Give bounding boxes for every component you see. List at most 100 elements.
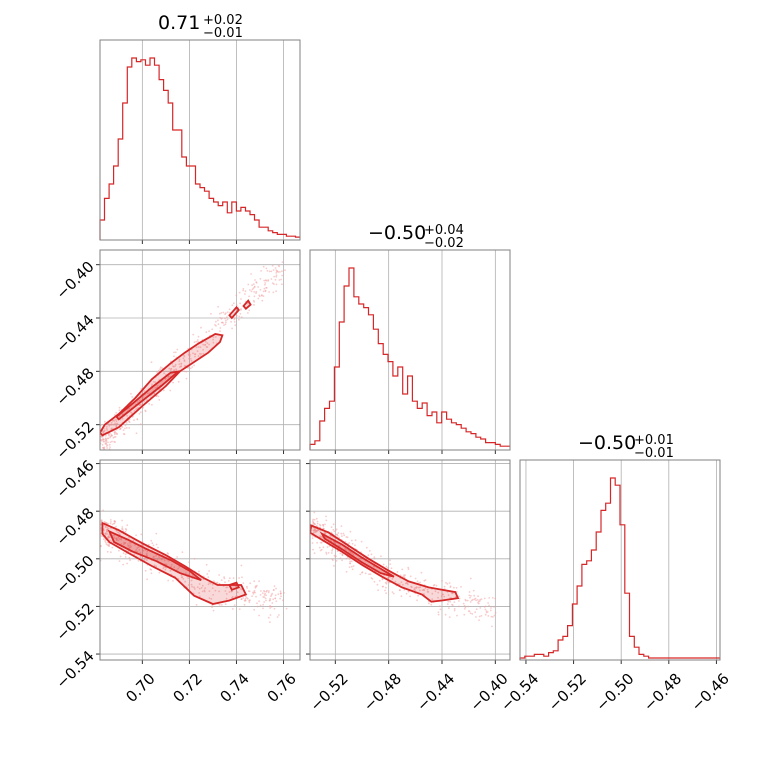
scatter-point bbox=[419, 589, 421, 592]
scatter-point bbox=[118, 549, 120, 552]
scatter-point bbox=[337, 532, 340, 534]
scatter-point bbox=[148, 403, 151, 405]
scatter-point bbox=[212, 338, 215, 341]
scatter-point bbox=[177, 380, 180, 383]
scatter-point bbox=[109, 435, 112, 438]
scatter-point bbox=[426, 591, 429, 593]
scatter-point bbox=[118, 406, 121, 409]
scatter-point bbox=[402, 583, 404, 586]
scatter-point bbox=[464, 598, 467, 601]
scatter-point bbox=[142, 406, 145, 409]
scatter-point bbox=[435, 584, 438, 587]
scatter-point bbox=[313, 511, 316, 514]
scatter-point bbox=[114, 441, 116, 443]
scatter-point bbox=[382, 563, 385, 566]
scatter-point bbox=[264, 592, 266, 595]
scatter-point bbox=[208, 597, 211, 599]
scatter-point bbox=[110, 422, 113, 424]
scatter-point bbox=[127, 545, 130, 547]
scatter-point bbox=[242, 289, 245, 292]
scatter-point bbox=[198, 587, 201, 590]
scatter-point bbox=[251, 595, 254, 597]
scatter-point bbox=[241, 576, 243, 579]
scatter-point bbox=[491, 597, 494, 599]
scatter-point bbox=[276, 616, 279, 618]
scatter-point bbox=[225, 319, 227, 322]
scatter-point bbox=[376, 583, 379, 586]
scatter-point bbox=[480, 598, 483, 600]
scatter-point bbox=[125, 422, 128, 424]
scatter-point bbox=[211, 583, 214, 586]
scatter-point bbox=[272, 291, 275, 294]
scatter-point bbox=[170, 565, 173, 568]
scatter-point bbox=[200, 353, 203, 355]
scatter-point bbox=[225, 593, 228, 595]
scatter-point bbox=[426, 588, 429, 591]
scatter-point bbox=[247, 312, 249, 314]
scatter-point bbox=[316, 541, 318, 544]
scatter-point bbox=[167, 560, 170, 562]
scatter-point bbox=[244, 595, 247, 598]
scatter-point bbox=[332, 528, 335, 531]
scatter-point bbox=[312, 529, 315, 532]
scatter-point bbox=[407, 568, 410, 570]
scatter-point bbox=[197, 335, 200, 338]
scatter-point bbox=[108, 448, 111, 450]
scatter-point bbox=[322, 546, 325, 549]
scatter-point bbox=[176, 556, 179, 558]
scatter-point bbox=[278, 614, 280, 616]
scatter-point bbox=[226, 316, 228, 319]
scatter-point bbox=[204, 344, 206, 346]
scatter-point bbox=[102, 524, 105, 527]
scatter-point bbox=[333, 530, 336, 533]
scatter-point bbox=[128, 427, 131, 429]
scatter-point bbox=[231, 596, 234, 598]
scatter-point bbox=[199, 353, 201, 355]
scatter-point bbox=[180, 362, 183, 365]
scatter-point bbox=[265, 599, 267, 602]
scatter-point bbox=[128, 536, 130, 539]
scatter-point bbox=[336, 550, 339, 553]
scatter-point bbox=[106, 426, 108, 428]
scatter-point bbox=[407, 566, 410, 569]
scatter-point bbox=[417, 594, 419, 597]
scatter-point bbox=[109, 423, 111, 426]
scatter-point bbox=[330, 531, 333, 534]
scatter-point bbox=[391, 591, 394, 593]
scatter-point bbox=[278, 279, 281, 281]
scatter-point bbox=[489, 609, 492, 612]
scatter-point bbox=[105, 441, 108, 444]
scatter-point bbox=[463, 613, 466, 616]
scatter-point bbox=[351, 542, 354, 545]
scatter-point bbox=[244, 597, 247, 600]
scatter-point bbox=[248, 590, 251, 593]
scatter-point bbox=[217, 319, 219, 322]
scatter-point bbox=[218, 604, 221, 606]
scatter-point bbox=[431, 598, 434, 601]
scatter-point bbox=[458, 605, 460, 608]
scatter-point bbox=[113, 436, 116, 438]
scatter-point bbox=[233, 318, 236, 321]
scatter-point bbox=[117, 537, 120, 539]
scatter-point bbox=[187, 366, 190, 369]
scatter-point bbox=[370, 553, 373, 556]
scatter-point bbox=[187, 577, 190, 579]
scatter-point bbox=[232, 302, 235, 305]
scatter-point bbox=[468, 594, 471, 597]
scatter-point bbox=[206, 346, 209, 348]
scatter-point bbox=[490, 615, 493, 618]
contour-island bbox=[228, 581, 241, 591]
scatter-point bbox=[431, 592, 434, 595]
scatter-point bbox=[255, 281, 258, 284]
scatter-point bbox=[478, 615, 481, 618]
scatter-point bbox=[453, 609, 456, 612]
scatter-point bbox=[123, 541, 125, 544]
scatter-point bbox=[344, 540, 347, 543]
scatter-point bbox=[113, 414, 116, 416]
scatter-point bbox=[491, 625, 493, 628]
scatter-point bbox=[121, 417, 124, 420]
scatter-point bbox=[224, 323, 227, 326]
data-layer bbox=[99, 57, 720, 660]
contour-island bbox=[242, 299, 252, 310]
scatter-point bbox=[267, 591, 270, 594]
